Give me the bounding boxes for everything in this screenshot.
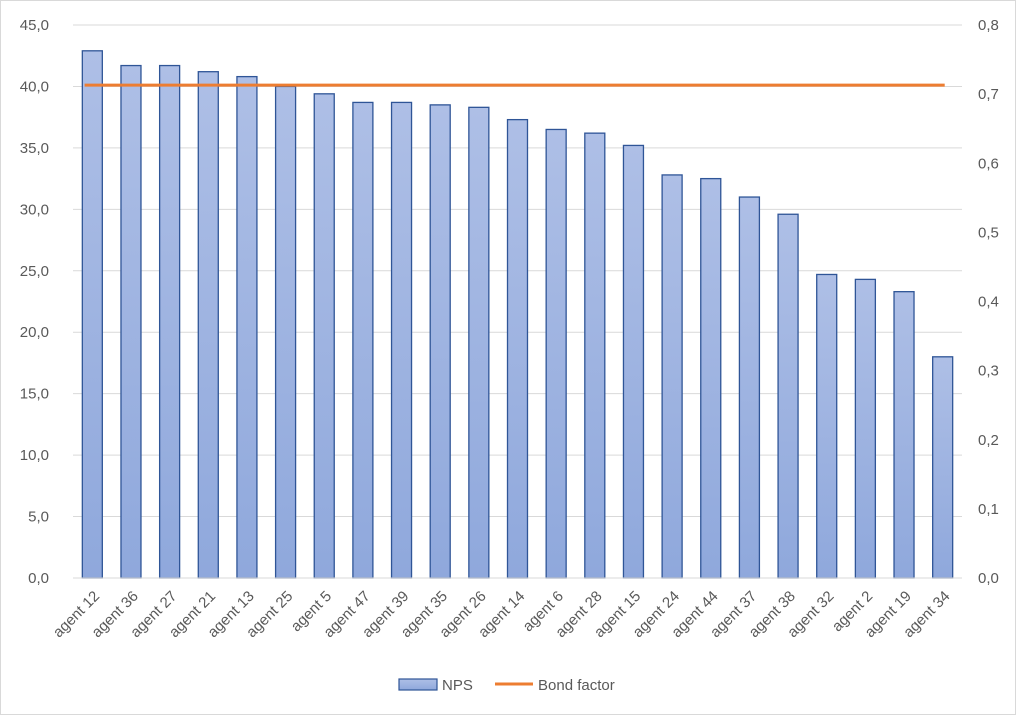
nps-bar [584, 132, 606, 579]
nps-bar [313, 93, 335, 579]
nps-bar [893, 291, 915, 579]
left-axis-tick-label: 30,0 [20, 201, 49, 218]
left-axis-tick-label: 25,0 [20, 263, 49, 280]
left-axis-tick-label: 10,0 [20, 447, 49, 464]
right-axis-tick-label: 0,2 [978, 432, 999, 449]
right-axis-tick-label: 0,6 [978, 155, 999, 172]
nps-bar [816, 273, 838, 579]
left-axis-tick-label: 20,0 [20, 324, 49, 341]
left-axis-tick-label: 40,0 [20, 78, 49, 95]
right-axis-tick-label: 0,1 [978, 501, 999, 518]
nps-bar [932, 356, 954, 579]
nps-bar [661, 174, 683, 579]
right-axis-tick-label: 0,5 [978, 224, 999, 241]
nps-bar [545, 128, 567, 579]
nps-bar [777, 213, 799, 579]
left-axis-tick-label: 45,0 [20, 17, 49, 34]
left-axis-tick-label: 0,0 [28, 570, 49, 587]
right-axis-tick-label: 0,7 [978, 86, 999, 103]
right-axis-tick-label: 0,3 [978, 363, 999, 380]
nps-bar [468, 106, 490, 579]
nps-bar [352, 101, 374, 579]
right-y-axis: 0,0 0,1 0,2 0,3 0,4 0,5 0,6 0,7 0,8 [978, 17, 999, 587]
nps-bar [390, 101, 413, 579]
left-axis-tick-label: 5,0 [28, 509, 49, 526]
nps-bar [854, 278, 877, 579]
nps-bar [120, 64, 142, 579]
nps-bar [738, 196, 761, 579]
nps-bar [158, 64, 181, 579]
right-axis-tick-label: 0,8 [978, 17, 999, 34]
right-axis-tick-label: 0,0 [978, 570, 999, 587]
nps-bar [81, 50, 103, 579]
nps-bar [274, 85, 297, 579]
legend-label-nps: NPS [442, 677, 473, 694]
nps-bar [506, 118, 529, 579]
nps-bar [622, 144, 645, 579]
nps-bar [429, 104, 451, 579]
left-axis-tick-label: 35,0 [20, 140, 49, 157]
right-axis-tick-label: 0,4 [978, 294, 999, 311]
nps-bar [700, 177, 722, 579]
nps-bar [236, 75, 258, 579]
legend-label-bond-factor: Bond factor [538, 677, 615, 694]
legend-swatch-nps [398, 678, 438, 691]
legend: NPS Bond factor [398, 677, 615, 694]
nps-bar [197, 71, 219, 579]
left-y-axis: 0,0 5,0 10,0 15,0 20,0 25,0 30,0 35,0 40,0 45,0 [20, 17, 49, 587]
left-axis-tick-label: 15,0 [20, 386, 49, 403]
nps-bars [81, 50, 954, 579]
